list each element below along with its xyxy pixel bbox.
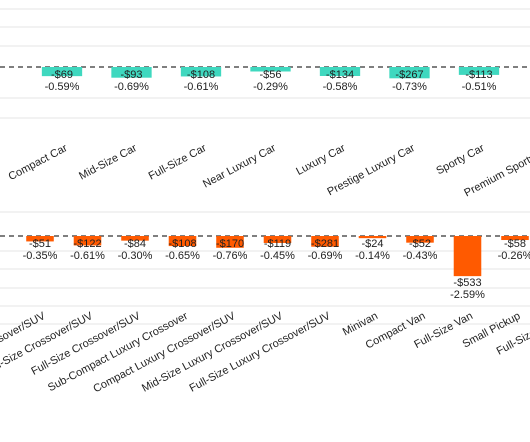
value-label: -2.59% bbox=[450, 289, 485, 301]
bar bbox=[389, 67, 430, 79]
bar bbox=[458, 67, 500, 75]
dollar-label: -$113 bbox=[465, 69, 492, 81]
dollar-label: -$84 bbox=[124, 238, 146, 250]
dollar-label: -$267 bbox=[395, 69, 423, 81]
bar bbox=[73, 236, 102, 246]
bar bbox=[180, 67, 222, 77]
value-label: -0.29% bbox=[253, 81, 288, 93]
x-tick-label: Near Luxury Car bbox=[201, 142, 278, 191]
x-tick-label: Full-Size Car bbox=[147, 142, 209, 183]
bar bbox=[111, 67, 152, 78]
dollar-label: -$52 bbox=[409, 238, 431, 250]
x-tick-label: Compact Car bbox=[7, 142, 70, 183]
value-label: -0.45% bbox=[260, 250, 295, 262]
bar bbox=[121, 236, 149, 241]
value-label: -0.76% bbox=[213, 250, 248, 262]
value-label: -0.65% bbox=[165, 250, 200, 262]
value-label: -0.61% bbox=[70, 250, 105, 262]
dollar-label: -$108 bbox=[168, 238, 196, 250]
bar bbox=[168, 236, 197, 247]
dollar-label: -$24 bbox=[361, 238, 383, 250]
value-label: -0.59% bbox=[45, 81, 80, 93]
dollar-label: -$281 bbox=[311, 238, 339, 250]
value-label: -0.14% bbox=[355, 250, 390, 262]
value-label: -0.26% bbox=[498, 250, 530, 262]
dollar-label: -$533 bbox=[453, 277, 481, 289]
dollar-label: -$69 bbox=[51, 69, 73, 81]
bar bbox=[319, 67, 361, 76]
dollar-label: -$56 bbox=[259, 69, 281, 81]
x-tick-label: Luxury Car bbox=[294, 142, 347, 178]
value-label: -0.35% bbox=[23, 250, 58, 262]
bar bbox=[501, 236, 529, 241]
value-label: -0.69% bbox=[114, 81, 149, 93]
value-label: -0.61% bbox=[184, 81, 219, 93]
dollar-label: -$51 bbox=[29, 238, 51, 250]
value-label: -0.51% bbox=[462, 81, 497, 93]
value-label: -0.73% bbox=[392, 81, 427, 93]
bar bbox=[453, 236, 482, 277]
bar bbox=[406, 236, 434, 243]
value-label: -0.30% bbox=[118, 250, 153, 262]
value-label: -0.43% bbox=[403, 250, 438, 262]
bar bbox=[216, 236, 244, 248]
x-tick-label: Mid-Size Car bbox=[77, 142, 139, 183]
bar bbox=[358, 236, 387, 239]
value-label: -0.58% bbox=[323, 81, 358, 93]
bar bbox=[250, 67, 291, 72]
bar bbox=[263, 236, 292, 243]
dollar-label: -$58 bbox=[504, 238, 526, 250]
dollar-label: -$170 bbox=[216, 238, 244, 250]
x-tick-label: Sporty Car bbox=[434, 142, 486, 177]
grid bbox=[0, 8, 530, 325]
value-label: -0.69% bbox=[308, 250, 343, 262]
bar bbox=[41, 67, 83, 77]
dollar-label: -$93 bbox=[120, 69, 142, 81]
dollar-label: -$108 bbox=[187, 69, 215, 81]
dollar-label: -$122 bbox=[73, 238, 101, 250]
dollar-label: -$134 bbox=[326, 69, 354, 81]
bar bbox=[26, 236, 54, 242]
bar bbox=[311, 236, 339, 247]
dollar-label: -$119 bbox=[264, 238, 291, 250]
